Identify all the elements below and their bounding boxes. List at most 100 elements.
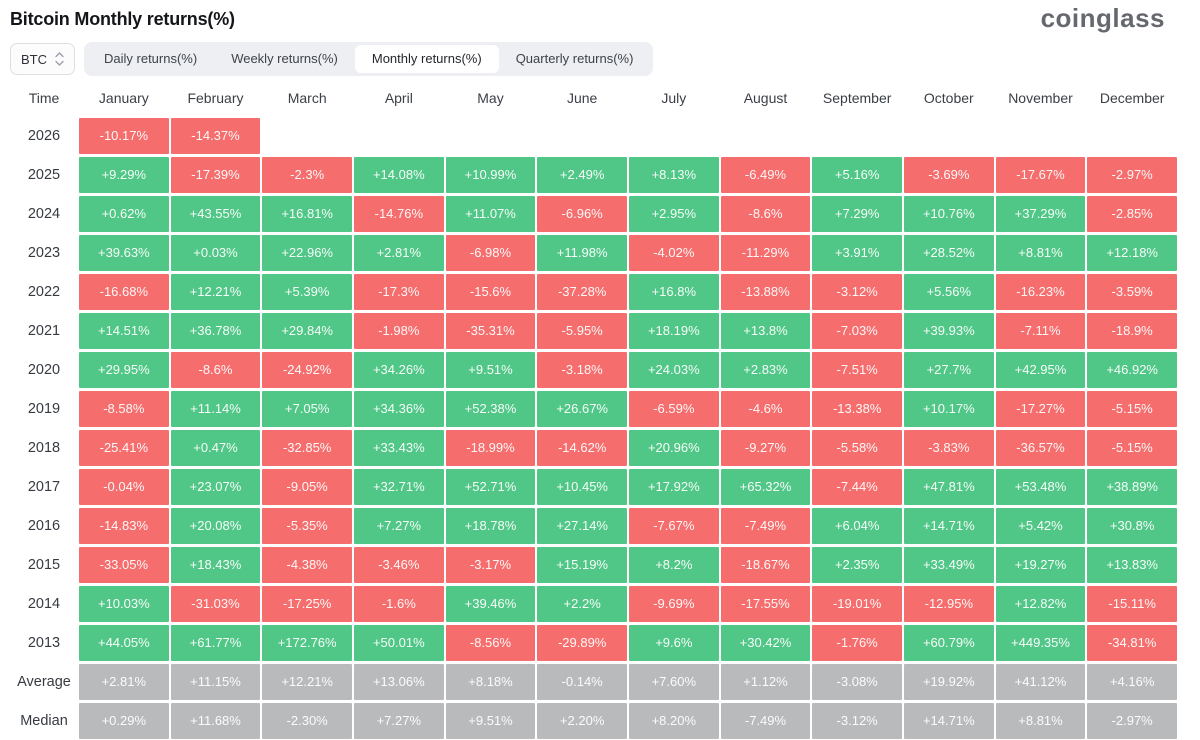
return-cell: -24.92% — [262, 351, 352, 388]
return-cell — [1087, 118, 1177, 154]
return-cell: +14.51% — [79, 312, 169, 349]
return-cell: -14.62% — [537, 429, 627, 466]
return-cell: +50.01% — [353, 624, 444, 661]
return-cell: -8.6% — [170, 351, 261, 388]
return-cell: -4.38% — [262, 546, 352, 583]
return-cell: -0.04% — [79, 468, 169, 505]
row-label: 2017 — [27, 478, 61, 495]
return-cell: +19.27% — [995, 546, 1086, 583]
return-cell: +29.84% — [262, 312, 352, 349]
symbol-select[interactable]: BTC — [10, 43, 75, 75]
return-cell: +11.68% — [170, 702, 261, 739]
return-cell — [812, 118, 902, 154]
return-cell: -3.69% — [903, 156, 994, 193]
return-cell: +27.7% — [903, 351, 994, 388]
return-cell: -15.6% — [445, 273, 536, 310]
tab-monthly-returns[interactable]: Monthly returns(%) — [354, 45, 499, 73]
return-cell: -32.85% — [262, 429, 352, 466]
return-cell: -4.02% — [628, 234, 719, 271]
table-row: 2024 +0.62% +43.55% +16.81% -14.76% +11.07% -6… — [10, 194, 1178, 233]
month-header: November — [1008, 90, 1073, 106]
return-cell: -6.49% — [720, 156, 811, 193]
return-cell: +2.81% — [79, 663, 169, 700]
return-cell: -16.23% — [995, 273, 1086, 310]
return-cell: +12.18% — [1087, 234, 1177, 271]
return-cell: -5.15% — [1087, 429, 1177, 466]
return-cell — [721, 118, 811, 154]
return-cell — [904, 118, 994, 154]
tab-quarterly-returns[interactable]: Quarterly returns(%) — [515, 51, 634, 66]
row-label: 2022 — [27, 283, 61, 300]
table-row: 2025 +9.29% -17.39% -2.3% +14.08% +10.99% +2.4… — [10, 155, 1178, 194]
row-label: 2020 — [27, 361, 61, 378]
return-cell: +5.42% — [995, 507, 1086, 544]
return-cell: -18.67% — [720, 546, 811, 583]
return-cell: -34.81% — [1087, 624, 1177, 661]
tab-daily-returns[interactable]: Daily returns(%) — [104, 51, 198, 66]
return-cell: +39.63% — [79, 234, 169, 271]
return-cell: -14.83% — [79, 507, 169, 544]
return-cell: +2.20% — [537, 702, 627, 739]
table-row: 2022 -16.68% +12.21% +5.39% -17.3% -15.6% -37.… — [10, 272, 1178, 311]
return-cell: +2.81% — [353, 234, 444, 271]
month-header: March — [287, 90, 327, 106]
return-cell — [354, 118, 444, 154]
row-label: 2015 — [27, 556, 61, 573]
return-cell: +36.78% — [170, 312, 261, 349]
coinglass-logo[interactable]: coinglass — [1040, 3, 1165, 33]
table-row: 2018 -25.41% +0.47% -32.85% +33.43% -18.99% -1… — [10, 428, 1178, 467]
table-row: 2021 +14.51% +36.78% +29.84% -1.98% -35.31% -5… — [10, 311, 1178, 350]
return-cell: +9.51% — [445, 702, 536, 739]
page-title: Bitcoin Monthly returns(%) — [10, 9, 235, 29]
return-cell: +8.2% — [628, 546, 719, 583]
row-label: 2013 — [27, 634, 61, 651]
return-cell: -2.3% — [262, 156, 352, 193]
tab-weekly-returns[interactable]: Weekly returns(%) — [231, 51, 338, 66]
return-cell: +8.81% — [995, 234, 1086, 271]
month-header: June — [566, 90, 598, 106]
return-cell: +27.14% — [537, 507, 627, 544]
return-cell — [996, 118, 1086, 154]
symbol-select-value: BTC — [21, 51, 47, 67]
return-cell: +37.29% — [995, 195, 1086, 232]
return-cell: -9.69% — [628, 585, 719, 622]
return-cell — [446, 118, 536, 154]
return-cell: +47.81% — [903, 468, 994, 505]
return-cell: +7.27% — [353, 507, 444, 544]
return-cell: -29.89% — [537, 624, 627, 661]
return-cell: -15.11% — [1087, 585, 1177, 622]
return-cell — [262, 118, 352, 154]
return-cell: -3.83% — [903, 429, 994, 466]
return-cell: +2.35% — [812, 546, 902, 583]
row-label: 2021 — [27, 322, 61, 339]
return-cell: +2.2% — [537, 585, 627, 622]
month-header: July — [661, 90, 687, 106]
return-cell: +24.03% — [628, 351, 719, 388]
return-cell: +5.39% — [262, 273, 352, 310]
return-cell: -6.96% — [537, 195, 627, 232]
return-cell: +2.49% — [537, 156, 627, 193]
return-cell: -2.30% — [262, 702, 352, 739]
table-row: 2020 +29.95% -8.6% -24.92% +34.26% +9.51% -3.1… — [10, 350, 1178, 389]
return-cell: -17.27% — [995, 390, 1086, 427]
return-cell: -1.76% — [812, 624, 902, 661]
return-cell: +14.08% — [353, 156, 444, 193]
return-cell: +7.60% — [628, 663, 719, 700]
return-cell: -7.51% — [812, 351, 902, 388]
return-cell: +449.35% — [995, 624, 1086, 661]
return-cell: +34.36% — [353, 390, 444, 427]
return-cell: -19.01% — [812, 585, 902, 622]
return-cell: +18.78% — [445, 507, 536, 544]
table-row: 2013 +44.05% +61.77% +172.76% +50.01% -8.56% -… — [10, 623, 1178, 662]
return-cell: -14.76% — [353, 195, 444, 232]
table-row: Average +2.81% +11.15% +12.21% +13.06% +8.18%… — [10, 662, 1178, 701]
return-cell: +28.52% — [903, 234, 994, 271]
return-cell: -7.03% — [812, 312, 902, 349]
return-cell: -8.6% — [720, 195, 811, 232]
return-cell: -3.17% — [445, 546, 536, 583]
return-cell: -7.67% — [628, 507, 719, 544]
return-cell: -10.17% — [79, 117, 169, 154]
return-cell: -3.12% — [812, 273, 902, 310]
return-cell: -17.3% — [353, 273, 444, 310]
return-cell: +32.71% — [353, 468, 444, 505]
